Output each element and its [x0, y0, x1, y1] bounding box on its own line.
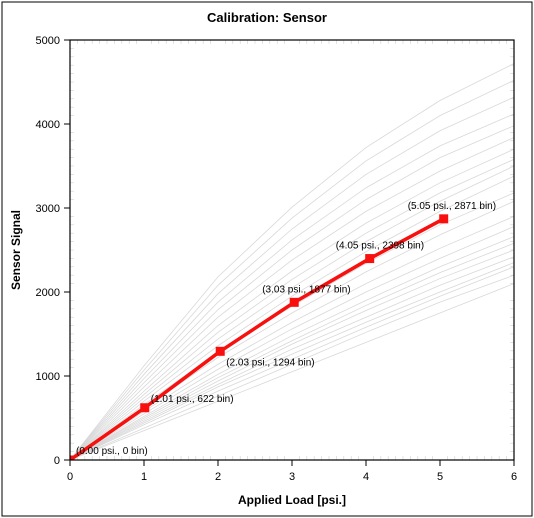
chart-container: Calibration: Sensor 0 1 2 3 4 5 6 0 1000 2000 3000 4…: [0, 0, 534, 518]
point-label: (4.05 psi., 2398 bin): [336, 241, 424, 252]
x-tick-label: 6: [511, 471, 517, 483]
x-tick-label: 1: [141, 471, 147, 483]
y-tick-label: 3000: [36, 203, 60, 215]
point-label: (3.03 psi., 1877 bin): [262, 284, 350, 295]
y-tick-label: 4000: [36, 119, 60, 131]
point-label: (2.03 psi., 1294 bin): [226, 357, 314, 368]
y-tick-label: 2000: [36, 287, 60, 299]
point-label: (0.00 psi., 0 bin): [76, 446, 148, 457]
y-tick-label: 5000: [36, 35, 60, 47]
main-series-marker: [216, 347, 224, 355]
x-tick-label: 4: [363, 471, 369, 483]
x-tick-label: 2: [215, 471, 221, 483]
x-axis-label: Applied Load [psi.]: [238, 493, 346, 507]
x-tick-label: 5: [437, 471, 443, 483]
main-series-marker: [366, 255, 374, 263]
y-axis-label: Sensor Signal: [9, 210, 23, 290]
main-series-marker: [440, 215, 448, 223]
x-tick-label: 3: [289, 471, 295, 483]
main-series-marker: [141, 404, 149, 412]
y-tick-label: 0: [54, 455, 60, 467]
chart-title: Calibration: Sensor: [207, 10, 327, 25]
chart-svg: Calibration: Sensor 0 1 2 3 4 5 6 0 1000 2000 3000 4…: [0, 0, 534, 518]
point-label: (1.01 psi., 622 bin): [151, 394, 234, 405]
point-label: (5.05 psi., 2871 bin): [408, 201, 496, 212]
y-tick-label: 1000: [36, 371, 60, 383]
x-tick-label: 0: [67, 471, 73, 483]
main-series-marker: [290, 298, 298, 306]
